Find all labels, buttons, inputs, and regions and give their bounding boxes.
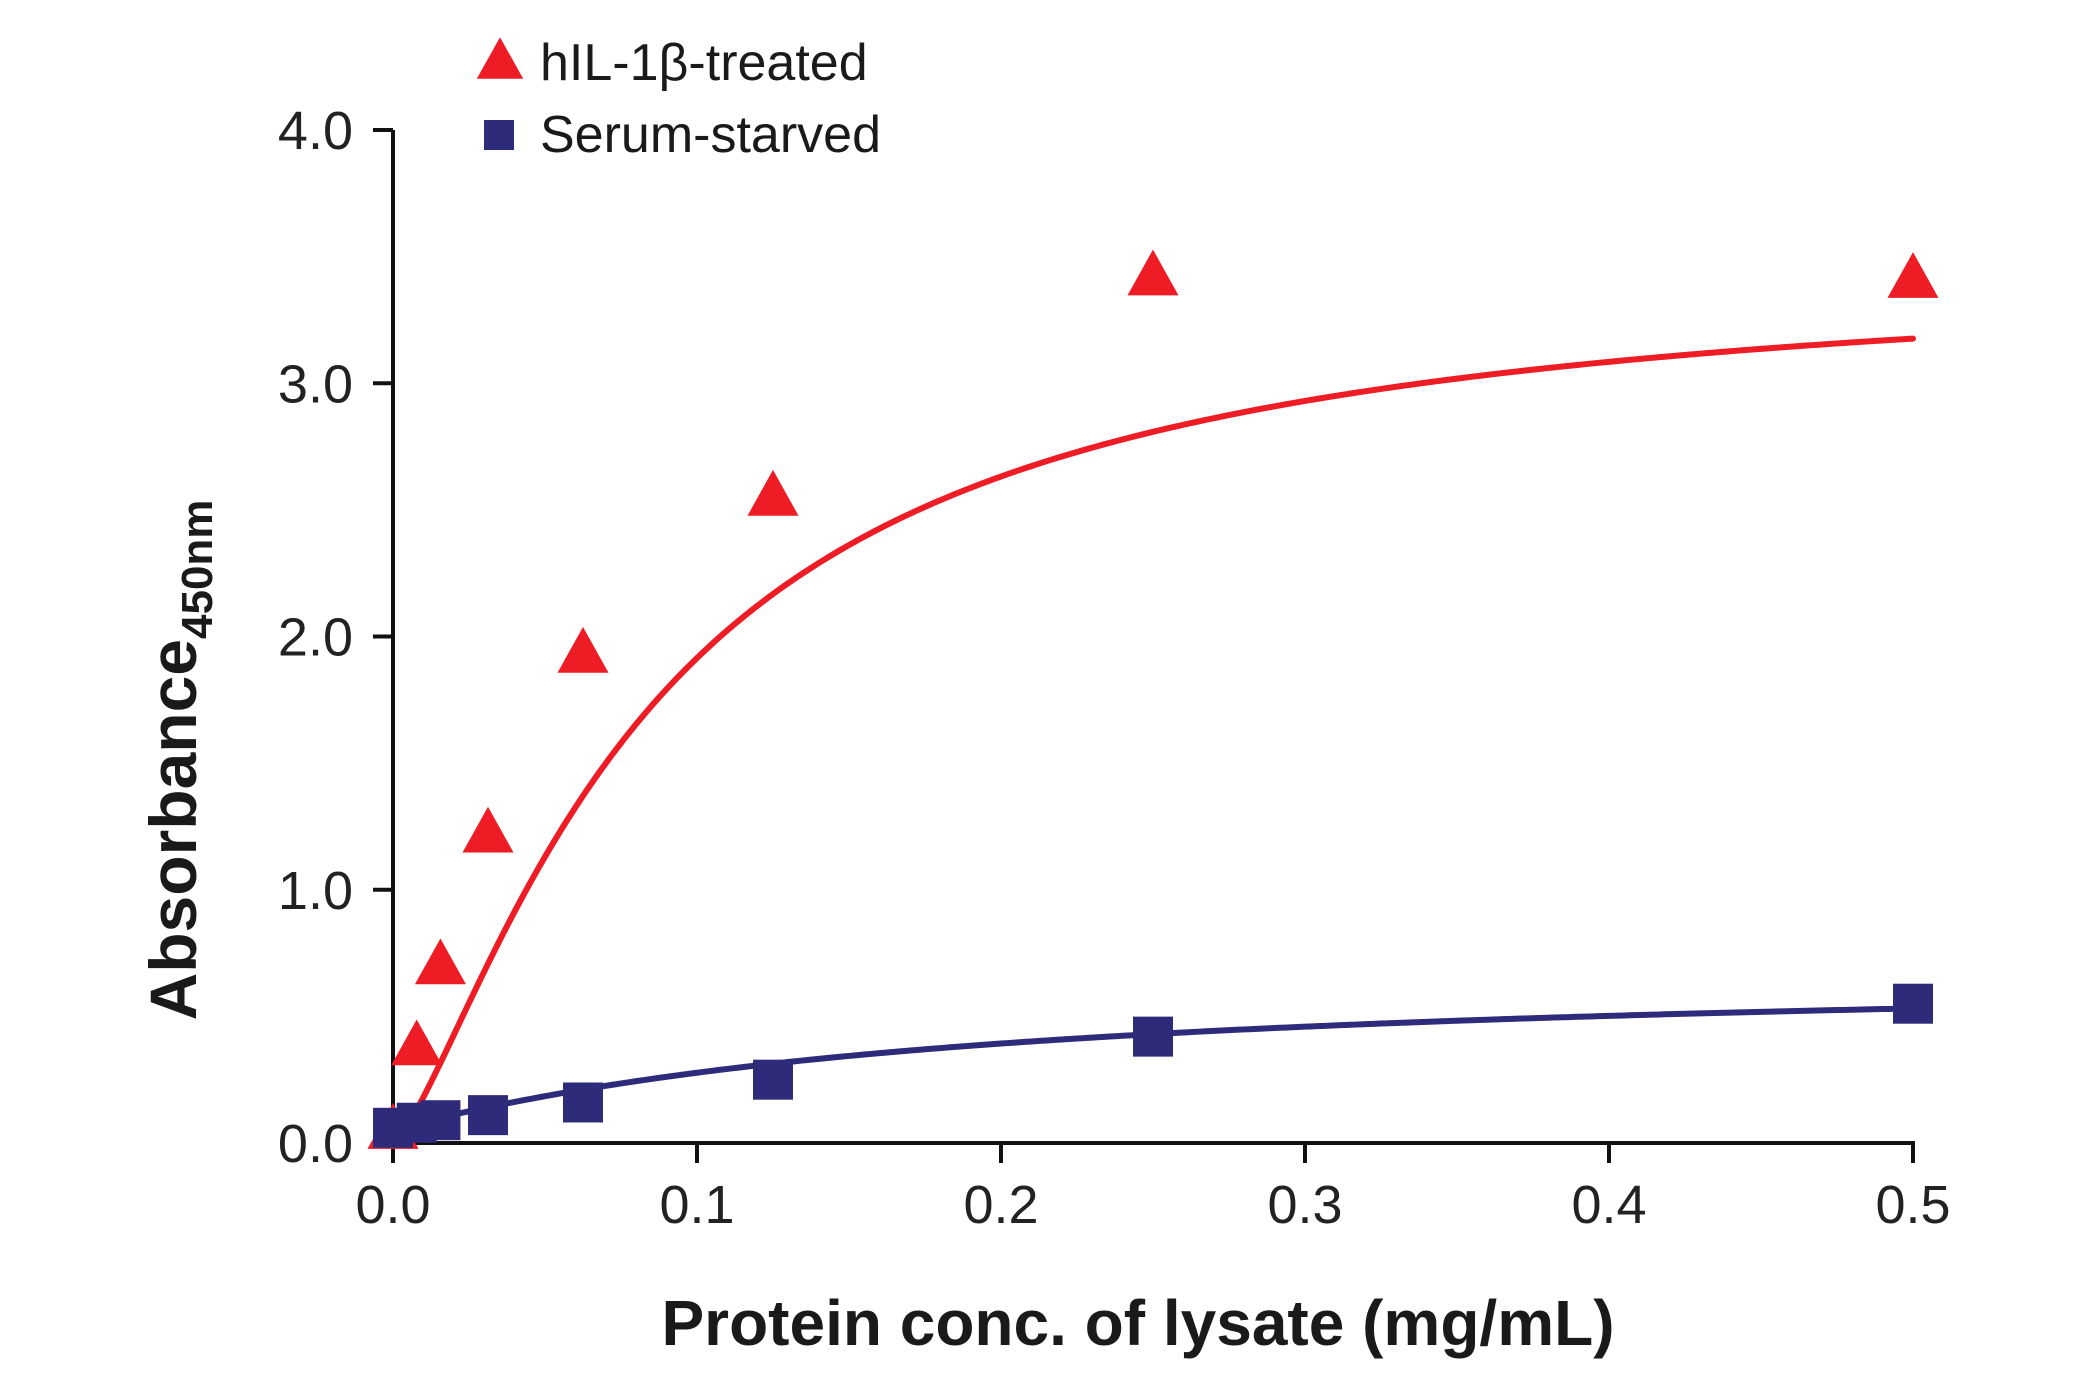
y-axis-title-main: Absorbance bbox=[136, 639, 210, 1020]
x-tick-label: 0.2 bbox=[963, 1175, 1038, 1235]
data-point-series-2 bbox=[468, 1095, 508, 1136]
x-tick-label: 0.4 bbox=[1571, 1175, 1646, 1235]
y-axis-title-subscript: 450nm bbox=[173, 500, 222, 639]
x-tick-label: 0.3 bbox=[1267, 1175, 1342, 1235]
y-tick-label: 2.0 bbox=[278, 608, 353, 668]
axes: 0.0 0.1 0.2 0.3 0.4 0.5 0.0 1.0 2.0 3.0 4.0 bbox=[278, 101, 1951, 1235]
legend-marker-series-2 bbox=[484, 120, 514, 150]
data-point-series-1 bbox=[1887, 252, 1939, 298]
y-axis-title: Absorbance450nm bbox=[136, 500, 222, 1021]
data-points bbox=[367, 249, 1939, 1149]
data-point-series-1 bbox=[557, 626, 609, 673]
data-point-series-2 bbox=[753, 1059, 793, 1100]
data-point-series-2 bbox=[563, 1082, 603, 1123]
legend-label-series-1: hIL-1β-treated bbox=[540, 34, 868, 92]
x-tick-label: 0.1 bbox=[659, 1175, 734, 1235]
data-point-series-1 bbox=[747, 469, 799, 516]
y-tick-label: 1.0 bbox=[278, 861, 353, 921]
x-tick-label: 0.5 bbox=[1875, 1175, 1950, 1235]
y-tick-label: 3.0 bbox=[278, 354, 353, 414]
y-tick-label: 4.0 bbox=[278, 101, 353, 161]
legend-marker-series-1 bbox=[476, 37, 524, 79]
data-point-series-1 bbox=[1127, 249, 1179, 296]
legend-label-series-2: Serum-starved bbox=[540, 106, 881, 164]
y-tick-label: 0.0 bbox=[278, 1114, 353, 1174]
fit-curve-series-1 bbox=[390, 335, 1916, 1146]
data-point-series-1 bbox=[462, 806, 514, 853]
legend: hIL-1β-treated Serum-starved bbox=[476, 34, 881, 164]
x-axis-title: Protein conc. of lysate (mg/mL) bbox=[661, 1287, 1614, 1359]
data-point-series-2 bbox=[1893, 983, 1933, 1024]
data-point-series-2 bbox=[1133, 1016, 1173, 1057]
data-point-series-1 bbox=[391, 1019, 443, 1066]
data-point-series-2 bbox=[420, 1100, 461, 1141]
data-point-series-1 bbox=[414, 938, 466, 985]
x-tick-label: 0.0 bbox=[355, 1175, 430, 1235]
